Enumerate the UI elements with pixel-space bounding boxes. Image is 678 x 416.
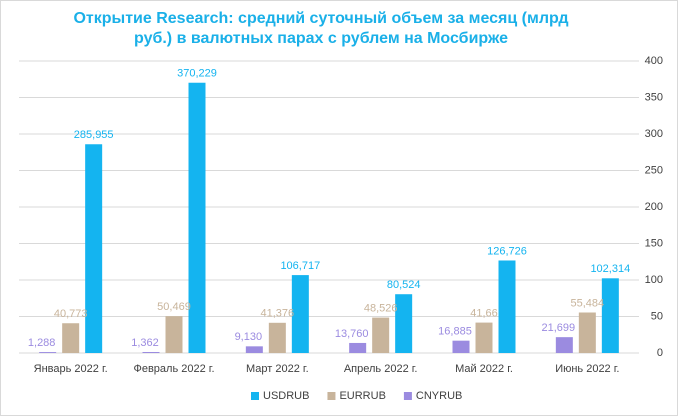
bar (291, 275, 309, 353)
data-label: 50,469 (157, 301, 191, 313)
data-label: 55,484 (571, 297, 605, 309)
x-tick-label: Январь 2022 г. (34, 363, 108, 375)
bar (268, 322, 286, 353)
legend-label: USDRUB (263, 390, 309, 402)
x-tick-label: Март 2022 г. (246, 363, 309, 375)
legend-swatch (251, 392, 259, 400)
data-label: 13,760 (335, 328, 369, 340)
data-label: 285,955 (74, 129, 114, 141)
bar (372, 317, 390, 353)
y-tick-label: 150 (645, 237, 663, 249)
bar (601, 278, 619, 353)
data-label: 1,362 (131, 337, 159, 349)
y-tick-label: 250 (645, 164, 663, 176)
legend-swatch (327, 392, 336, 400)
data-label: 41,66 (470, 307, 498, 319)
y-tick-label: 400 (645, 55, 663, 67)
bar (245, 346, 263, 353)
y-tick-label: 350 (645, 91, 663, 103)
bar (475, 322, 493, 353)
bar (452, 340, 470, 353)
bar (555, 337, 573, 353)
data-label: 41,376 (261, 308, 295, 320)
data-label: 48,526 (364, 302, 398, 314)
x-tick-label: Май 2022 г. (455, 363, 513, 375)
bar (188, 82, 206, 354)
data-label: 370,229 (177, 68, 217, 80)
y-tick-label: 50 (651, 310, 663, 322)
legend-label: EURRUB (339, 390, 385, 402)
y-tick-label: 300 (645, 128, 663, 140)
legend-swatch (403, 392, 412, 400)
data-label: 80,524 (387, 279, 421, 291)
y-tick-label: 100 (645, 274, 663, 286)
data-label: 106,717 (280, 260, 320, 272)
bar (349, 342, 367, 353)
bar (85, 144, 103, 353)
y-tick-label: 200 (645, 201, 663, 213)
bar (62, 323, 80, 353)
bar (39, 352, 57, 353)
data-label: 40,773 (54, 308, 88, 320)
data-label: 21,699 (542, 322, 576, 334)
data-label: 102,314 (590, 263, 630, 275)
bar (142, 352, 160, 353)
data-label: 126,726 (487, 245, 527, 257)
data-label: 16,885 (438, 326, 472, 338)
x-tick-label: Февраль 2022 г. (133, 363, 214, 375)
bar (165, 316, 183, 353)
chart-title: Открытие Research: средний суточный объе… (73, 10, 569, 47)
data-label: 9,130 (235, 331, 263, 343)
x-tick-label: Июнь 2022 г. (555, 363, 619, 375)
bar (498, 260, 516, 353)
x-tick-label: Апрель 2022 г. (344, 363, 418, 375)
legend-label: CNYRUB (416, 390, 462, 402)
data-label: 1,288 (28, 337, 56, 349)
bar (578, 312, 596, 353)
y-tick-label: 0 (657, 347, 663, 359)
bar (395, 294, 413, 353)
